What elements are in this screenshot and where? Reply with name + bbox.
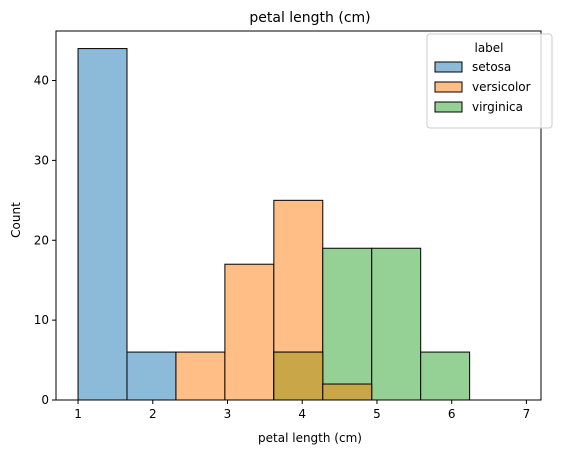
bar-versicolor-3 — [224, 263, 275, 401]
legend-label-virginica: virginica — [472, 100, 523, 114]
chart-title: petal length (cm) — [249, 10, 370, 26]
ticks-layer: 1 2 3 4 5 6 7 0 10 20 30 40 — [34, 74, 531, 421]
y-tick-label: 30 — [34, 153, 49, 167]
legend: label setosa versicolor virginica — [426, 33, 553, 129]
bar-setosa-0 — [77, 48, 128, 401]
y-tick-label: 10 — [34, 313, 49, 327]
x-tick-label: 7 — [523, 407, 531, 421]
x-tick-label: 2 — [149, 407, 157, 421]
bar-setosa-1 — [126, 351, 177, 401]
legend-swatch-setosa — [434, 61, 463, 73]
legend-swatch-virginica — [434, 101, 463, 113]
legend-label-versicolor: versicolor — [472, 80, 531, 94]
bar-virginica-7 — [420, 351, 471, 401]
x-tick-label: 1 — [74, 407, 82, 421]
x-tick-label: 5 — [373, 407, 381, 421]
bars-layer — [77, 48, 471, 401]
x-tick-label: 3 — [224, 407, 232, 421]
overlap-bar-1 — [322, 383, 373, 401]
x-tick-label: 4 — [298, 407, 306, 421]
legend-label-setosa: setosa — [472, 60, 511, 74]
legend-title: label — [474, 41, 503, 55]
plot-frame — [55, 30, 542, 401]
legend-swatch-versicolor — [434, 81, 463, 93]
bar-virginica-6 — [371, 247, 422, 401]
y-tick-label: 20 — [34, 233, 49, 247]
y-axis-label: Count — [9, 202, 23, 238]
overlap-layer — [273, 351, 373, 401]
y-tick-label: 0 — [41, 393, 49, 407]
overlap-bar-0 — [273, 351, 324, 401]
bar-versicolor-2 — [175, 351, 226, 401]
x-tick-label: 6 — [448, 407, 456, 421]
legend-items: setosa versicolor virginica — [434, 60, 531, 114]
bar-virginica-5 — [322, 247, 373, 401]
x-axis-label: petal length (cm) — [258, 431, 362, 445]
y-tick-label: 40 — [34, 74, 49, 88]
